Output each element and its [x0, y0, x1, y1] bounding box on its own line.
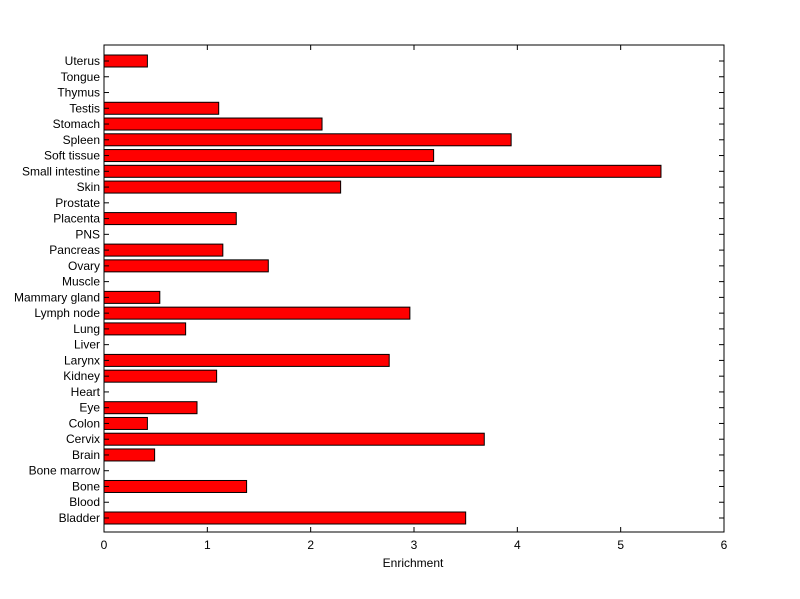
y-tick-label-ovary: Ovary [68, 259, 100, 273]
y-tick-label-lymph-node: Lymph node [34, 306, 100, 320]
y-tick-label-placenta: Placenta [53, 212, 100, 226]
ticks-group [103, 45, 725, 532]
bar-larynx [103, 353, 390, 367]
y-tick-label-small-intestine: Small intestine [22, 164, 100, 178]
x-axis-label: Enrichment [383, 556, 444, 570]
y-tick-label-liver: Liver [74, 338, 100, 352]
bar-uterus [103, 54, 148, 68]
y-tick-label-bone-marrow: Bone marrow [29, 464, 101, 478]
x-tick-label-2: 2 [307, 538, 314, 552]
x-tick-label-1: 1 [204, 538, 211, 552]
y-tick-label-bone: Bone [72, 479, 100, 493]
bar-pancreas [103, 243, 224, 257]
x-tick-label-5: 5 [617, 538, 624, 552]
y-tick-label-lung: Lung [73, 322, 100, 336]
bar-mammary-gland [103, 290, 161, 304]
bar-bladder [103, 511, 467, 525]
bar-small-intestine [103, 164, 662, 178]
y-tick-label-prostate: Prostate [55, 196, 100, 210]
bar-colon [103, 416, 148, 430]
y-tick-label-kidney: Kidney [63, 369, 100, 383]
y-tick-label-bladder: Bladder [59, 511, 100, 525]
y-tick-label-stomach: Stomach [53, 117, 100, 131]
bar-soft-tissue [103, 149, 435, 163]
y-tick-label-brain: Brain [72, 448, 100, 462]
y-tick-label-muscle: Muscle [62, 275, 100, 289]
y-tick-label-uterus: Uterus [65, 54, 100, 68]
bars-group [103, 54, 662, 525]
y-tick-label-pancreas: Pancreas [49, 243, 100, 257]
bar-placenta [103, 212, 237, 226]
x-tick-label-4: 4 [514, 538, 521, 552]
y-tick-label-soft-tissue: Soft tissue [44, 149, 100, 163]
x-tick-label-0: 0 [101, 538, 108, 552]
y-tick-label-blood: Blood [69, 495, 100, 509]
y-tick-label-larynx: Larynx [64, 353, 100, 367]
y-tick-label-skin: Skin [77, 180, 100, 194]
y-tick-label-heart: Heart [71, 385, 101, 399]
y-tick-label-cervix: Cervix [66, 432, 100, 446]
y-tick-label-colon: Colon [69, 416, 100, 430]
bar-cervix [103, 432, 485, 446]
x-tick-label-6: 6 [721, 538, 728, 552]
y-tick-label-eye: Eye [79, 401, 100, 415]
y-tick-label-testis: Testis [69, 101, 100, 115]
bar-stomach [103, 117, 323, 131]
bar-ovary [103, 259, 269, 273]
x-tick-label-3: 3 [411, 538, 418, 552]
bar-kidney [103, 369, 218, 383]
bar-brain [103, 448, 156, 462]
bar-testis [103, 101, 220, 115]
bar-lymph-node [103, 306, 411, 320]
y-tick-label-tongue: Tongue [61, 70, 101, 84]
y-tick-label-spleen: Spleen [63, 133, 100, 147]
bar-bone [103, 479, 248, 493]
bar-skin [103, 180, 342, 194]
bar-eye [103, 401, 198, 415]
bar-lung [103, 322, 187, 336]
y-tick-label-thymus: Thymus [57, 86, 100, 100]
y-tick-label-pns: PNS [75, 227, 100, 241]
bar-spleen [103, 133, 512, 147]
y-tick-label-mammary-gland: Mammary gland [14, 290, 100, 304]
